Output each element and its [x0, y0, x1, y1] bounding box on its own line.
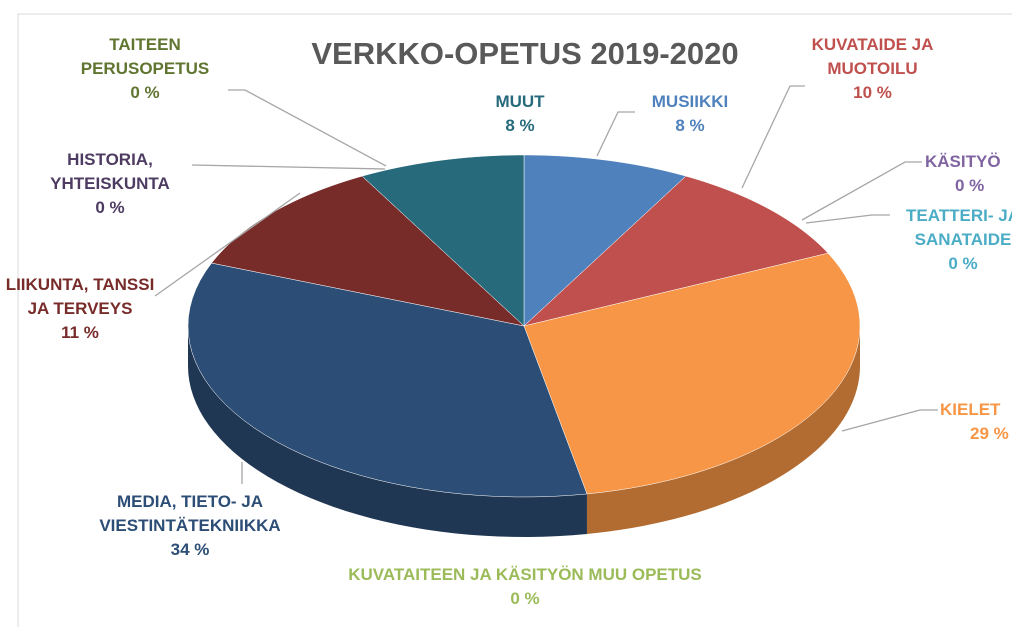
- leader-line: [154, 192, 301, 297]
- data-label: TAITEEN PERUSOPETUS 0 %: [75, 33, 215, 105]
- label-category: MUUT: [495, 92, 545, 111]
- label-value: 0 %: [955, 176, 985, 195]
- leader-line: [191, 164, 386, 170]
- label-value: 8 %: [675, 116, 705, 135]
- label-value: 0 %: [510, 589, 540, 608]
- label-category: KUVATAIDE JA MUOTOILU: [811, 35, 934, 78]
- data-label: KUVATAIDE JA MUOTOILU 10 %: [785, 33, 960, 105]
- pie-sides: [188, 326, 860, 537]
- label-category: KUVATAITEEN JA KÄSITYÖN MUU OPETUS: [348, 565, 702, 584]
- data-label: KIELET 29 %: [940, 398, 1012, 446]
- data-label: MEDIA, TIETO- JA VIESTINTÄTEKNIIKKA 34 %: [60, 490, 320, 562]
- label-value: 8 %: [505, 116, 535, 135]
- data-label: TEATTERI- JA SANATAIDE 0 %: [893, 204, 1012, 276]
- label-category: MEDIA, TIETO- JA VIESTINTÄTEKNIIKKA: [99, 492, 281, 535]
- slice: [523, 154, 687, 327]
- leader-line: [741, 85, 805, 189]
- leader-line: [596, 111, 635, 157]
- label-category: KIELET: [940, 400, 1001, 419]
- slice: [361, 154, 525, 327]
- label-value: 0 %: [95, 198, 125, 217]
- data-label: MUUT 8 %: [460, 90, 580, 138]
- label-category: TAITEEN PERUSOPETUS: [80, 35, 210, 78]
- label-value: 0 %: [130, 83, 160, 102]
- slice: [523, 175, 829, 327]
- leader-line: [805, 214, 890, 224]
- chart-border: [17, 13, 1012, 627]
- data-label: KÄSITYÖ 0 %: [925, 150, 1012, 198]
- label-value: 29 %: [970, 424, 1009, 443]
- label-category: HISTORIA, YHTEISKUNTA: [50, 150, 170, 193]
- label-category: LIIKUNTA, TANSSI JA TERVEYS: [5, 275, 155, 318]
- label-category: KÄSITYÖ: [925, 152, 1001, 171]
- data-label: KUVATAITEEN JA KÄSITYÖN MUU OPETUS 0 %: [270, 563, 780, 611]
- slice-side: [586, 326, 860, 534]
- label-value: 0 %: [948, 254, 978, 273]
- leader-line: [228, 89, 387, 167]
- label-value: 10 %: [853, 83, 892, 102]
- data-label: MUSIIKKI 8 %: [630, 90, 750, 138]
- label-category: TEATTERI- JA SANATAIDE: [906, 206, 1012, 249]
- chart-title: VERKKO-OPETUS 2019-2020: [311, 36, 738, 71]
- leader-line: [841, 409, 938, 432]
- label-category: MUSIIKKI: [651, 92, 729, 111]
- label-value: 34 %: [170, 540, 210, 559]
- label-value: 11 %: [61, 323, 99, 342]
- slice-side: [188, 326, 587, 537]
- leader-line: [801, 161, 922, 221]
- slice: [187, 262, 588, 498]
- slice: [523, 252, 861, 495]
- data-label: LIIKUNTA, TANSSI JA TERVEYS 11 %: [5, 273, 155, 345]
- data-label: HISTORIA, YHTEISKUNTA 0 %: [30, 148, 190, 220]
